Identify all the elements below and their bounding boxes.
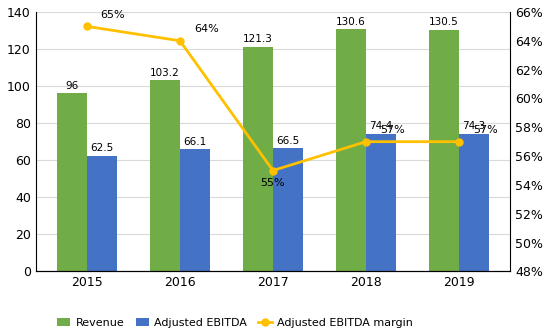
Bar <box>459 134 489 271</box>
Bar <box>366 133 396 271</box>
Text: 65%: 65% <box>101 10 125 20</box>
Bar <box>243 47 273 271</box>
Text: 57%: 57% <box>473 125 498 135</box>
Text: 74.3: 74.3 <box>463 121 486 131</box>
Bar <box>336 29 366 271</box>
Text: 64%: 64% <box>194 24 218 34</box>
Bar <box>273 148 303 271</box>
Bar <box>150 80 180 271</box>
Text: 57%: 57% <box>380 125 405 135</box>
Text: 121.3: 121.3 <box>243 34 273 44</box>
Text: 55%: 55% <box>261 178 285 188</box>
Text: 66.5: 66.5 <box>276 136 299 146</box>
Text: 96: 96 <box>65 81 79 91</box>
Bar <box>57 93 87 271</box>
Text: 130.5: 130.5 <box>429 17 459 27</box>
Bar <box>87 156 117 271</box>
Bar <box>180 149 210 271</box>
Text: 130.6: 130.6 <box>336 17 366 27</box>
Bar <box>429 29 459 271</box>
Text: 74.4: 74.4 <box>369 121 393 131</box>
Text: 62.5: 62.5 <box>90 143 113 153</box>
Text: 66.1: 66.1 <box>183 137 206 147</box>
Text: 103.2: 103.2 <box>150 68 180 78</box>
Legend: Revenue, Adjusted EBITDA, Adjusted EBITDA margin: Revenue, Adjusted EBITDA, Adjusted EBITD… <box>52 313 417 331</box>
